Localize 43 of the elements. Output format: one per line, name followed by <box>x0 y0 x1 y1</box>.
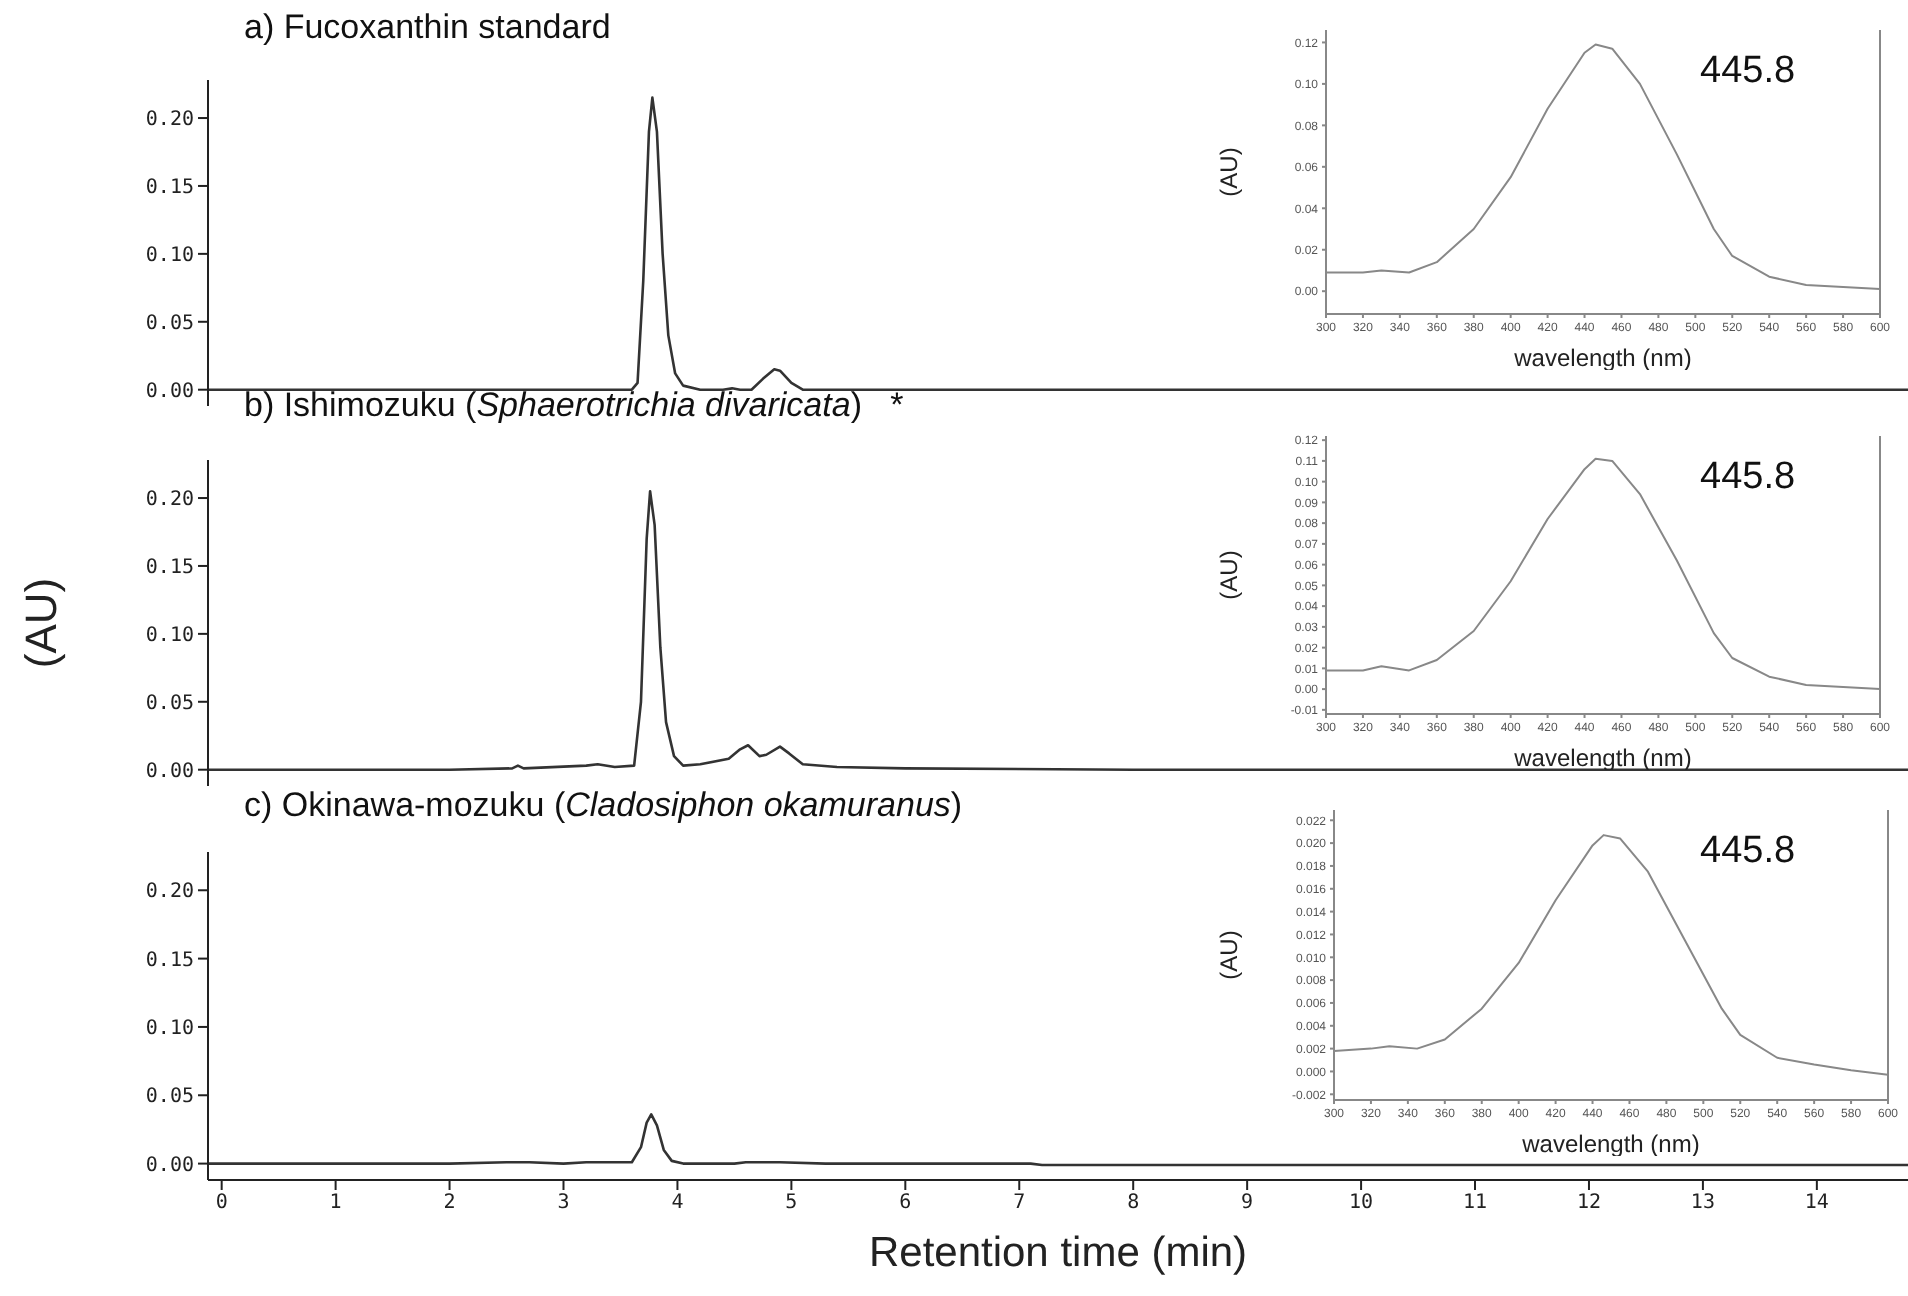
y-tick-label: 0.10 <box>145 624 194 647</box>
y-tick-label: 0.10 <box>145 1018 194 1041</box>
y-tick-label: 0.05 <box>145 1086 194 1109</box>
annotation: 445.8 <box>1700 50 1796 94</box>
x-tick-label: 1 <box>329 1192 342 1215</box>
annotation: 445.8 <box>1700 830 1796 874</box>
chart-title: c) Okinawa-mozuku (Cladosiphon okamuranus) <box>244 786 963 824</box>
y-axis-title: (AU) <box>1214 930 1243 980</box>
y-axis-title: (AU) <box>15 577 66 669</box>
y-tick-label: 0.15 <box>145 177 194 200</box>
x-tick-label: 10 <box>1349 1192 1374 1215</box>
x-axis-title: Retention time (min) <box>868 1230 1248 1276</box>
y-axis-title: (AU) <box>1214 550 1243 600</box>
x-tick-label: 2 <box>443 1192 456 1215</box>
chart-title: b) Ishimozuku (Sphaerotrichia divaricata) * <box>244 386 904 424</box>
y-tick-label: 0.15 <box>145 949 194 972</box>
y-tick-label: 0.10 <box>145 244 194 267</box>
x-tick-label: 3 <box>557 1192 570 1215</box>
line-series <box>208 96 1908 391</box>
x-tick-label: 0 <box>215 1192 228 1215</box>
x-tick-label: 9 <box>1241 1192 1254 1215</box>
x-tick-label: 8 <box>1127 1192 1140 1215</box>
y-tick-label: 0.05 <box>145 692 194 715</box>
x-tick-label: 11 <box>1462 1192 1488 1215</box>
x-tick-label: 12 <box>1576 1192 1602 1215</box>
y-tick-label: 0.00 <box>145 380 194 403</box>
y-tick-label: 0.00 <box>145 1154 194 1177</box>
x-tick-label: 5 <box>785 1192 798 1215</box>
y-tick-label: 0.15 <box>145 557 194 580</box>
chart-title: a) Fucoxanthin standard <box>244 8 611 46</box>
line-series <box>208 489 1908 771</box>
y-tick-label: 0.20 <box>145 489 194 512</box>
y-tick-label: 0.20 <box>145 881 194 904</box>
x-tick-label: 14 <box>1804 1192 1829 1215</box>
y-axis-title: (AU) <box>1214 147 1243 197</box>
y-tick-label: 0.00 <box>145 760 194 783</box>
y-tick-label: 0.05 <box>145 312 194 335</box>
x-tick-label: 7 <box>1013 1192 1026 1215</box>
annotation: 445.8 <box>1700 456 1796 500</box>
x-tick-label: 4 <box>671 1192 684 1215</box>
y-tick-label: 0.20 <box>145 109 194 132</box>
x-tick-label: 6 <box>899 1192 912 1215</box>
x-tick-label: 13 <box>1690 1192 1715 1215</box>
